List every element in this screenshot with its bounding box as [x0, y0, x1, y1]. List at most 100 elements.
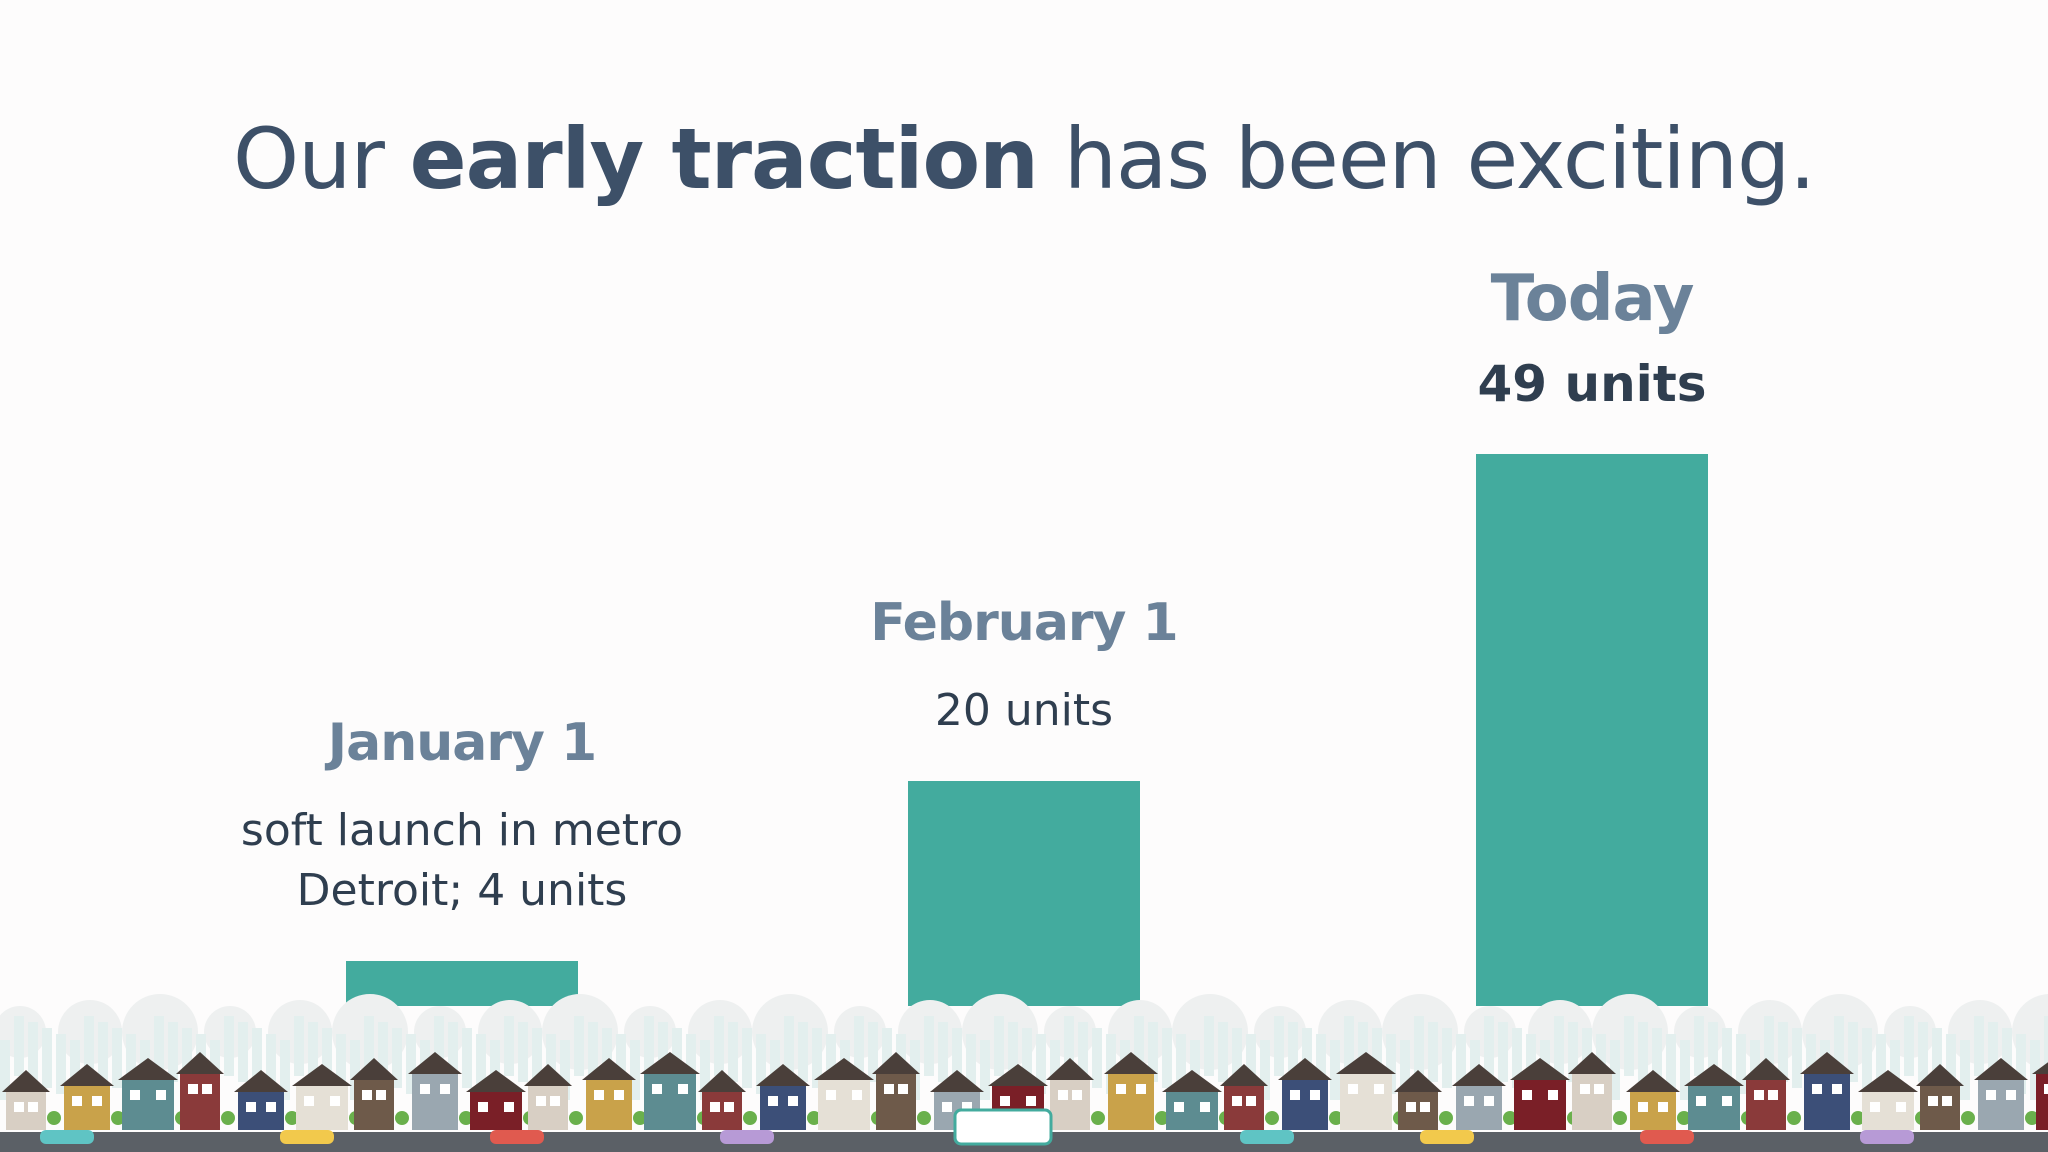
town-decoration — [756, 1034, 766, 1094]
town-decoration — [698, 1070, 746, 1092]
town-decoration — [1708, 1022, 1718, 1082]
town-decoration — [1800, 1052, 1854, 1074]
town-decoration — [1572, 1074, 1612, 1130]
town-decoration — [6, 1092, 46, 1130]
town-decoration — [122, 1080, 174, 1130]
town-decoration — [459, 1111, 473, 1125]
town-decoration — [364, 1016, 374, 1076]
bar-label: Today 49 units — [1362, 262, 1822, 414]
town-decoration — [188, 1084, 198, 1094]
town-decoration — [1522, 1090, 1532, 1100]
town-decoration — [466, 1070, 526, 1092]
town-decoration — [1512, 1028, 1522, 1088]
title-emphasis: early traction — [409, 110, 1039, 208]
category-label: January 1 — [327, 712, 597, 773]
town-decoration — [528, 1086, 568, 1130]
town-decoration — [280, 1040, 290, 1100]
town-decoration — [814, 1058, 874, 1080]
town-decoration — [238, 1022, 248, 1082]
town-decoration — [1414, 1016, 1424, 1076]
town-decoration — [1282, 1080, 1328, 1130]
town-decoration — [154, 1016, 164, 1076]
town-decoration — [168, 1022, 178, 1082]
town-decoration — [1050, 1080, 1090, 1130]
town-decoration — [1176, 1034, 1186, 1094]
town-decoration — [953, 1108, 1053, 1146]
town-decoration — [1870, 1102, 1880, 1112]
town-decoration — [784, 1016, 794, 1076]
town-decoration — [1240, 1130, 1294, 1144]
town-decoration — [1288, 1022, 1298, 1082]
town-decoration — [1916, 1064, 1964, 1086]
town-decoration — [448, 1022, 458, 1082]
town-decoration — [14, 1102, 24, 1112]
town-decoration — [490, 1130, 544, 1144]
town-decoration — [1988, 1022, 1998, 1082]
town-decoration — [536, 1096, 546, 1106]
town-illustration — [0, 994, 2048, 1152]
town-decoration — [2, 1070, 50, 1092]
town-decoration — [1568, 1052, 1616, 1074]
town-decoration — [768, 1096, 778, 1106]
town-decoration — [1246, 1034, 1256, 1094]
town-decoration — [884, 1084, 894, 1094]
town-decoration — [1626, 1070, 1680, 1092]
town-decoration — [644, 1074, 696, 1130]
town-decoration — [1260, 1040, 1270, 1100]
town-decoration — [266, 1034, 276, 1094]
town-decoration — [330, 1096, 340, 1106]
town-decoration — [574, 1016, 584, 1076]
town-decoration — [1316, 1034, 1326, 1094]
town-decoration — [1456, 1086, 1502, 1130]
town-decoration — [1778, 1022, 1788, 1082]
town-decoration — [1072, 1090, 1082, 1100]
town-decoration — [898, 1084, 908, 1094]
town-decoration — [1896, 1102, 1906, 1112]
town-decoration — [1974, 1058, 2028, 1080]
town-decoration — [1694, 1016, 1704, 1076]
town-decoration — [70, 1040, 80, 1100]
town-decoration — [2016, 1034, 2026, 1094]
town-decoration — [1406, 1102, 1416, 1112]
town-decoration — [1302, 1028, 1312, 1088]
town-decoration — [130, 1090, 140, 1100]
category-label: February 1 — [870, 592, 1178, 653]
town-decoration — [1394, 1070, 1442, 1092]
town-decoration — [1510, 1058, 1570, 1080]
town-decoration — [756, 1064, 810, 1086]
town-decoration — [1806, 1034, 1816, 1094]
town-decoration — [1946, 1034, 1956, 1094]
town-decoration — [854, 1016, 864, 1076]
town-decoration — [350, 1040, 360, 1100]
town-decoration — [1858, 1070, 1918, 1092]
town-decoration — [728, 1022, 738, 1082]
town-decoration — [362, 1090, 372, 1100]
town-decoration — [1736, 1034, 1746, 1094]
town-decoration — [350, 1058, 398, 1080]
town-decoration — [1904, 1016, 1914, 1076]
town-decoration — [1742, 1058, 1790, 1080]
town-decoration — [1503, 1111, 1517, 1125]
town-decoration — [988, 1064, 1048, 1086]
town-decoration — [354, 1080, 394, 1130]
town-decoration — [586, 1080, 632, 1130]
town-decoration — [1330, 1040, 1340, 1100]
town-decoration — [826, 1034, 836, 1094]
town-decoration — [1134, 1016, 1144, 1076]
town-decoration — [1526, 1034, 1536, 1094]
town-decoration — [1220, 1064, 1268, 1086]
town-decoration — [1340, 1074, 1392, 1130]
town-decoration — [614, 1090, 624, 1100]
town-decoration — [770, 1040, 780, 1100]
town-decoration — [582, 1058, 636, 1080]
town-decoration — [1876, 1034, 1886, 1094]
town-decoration — [1484, 1096, 1494, 1106]
town-decoration — [1848, 1022, 1858, 1082]
town-decoration — [1666, 1034, 1676, 1094]
town-decoration — [852, 1090, 862, 1100]
value-label: soft launch in metro Detroit; 4 units — [240, 804, 684, 916]
town-decoration — [980, 1040, 990, 1100]
town-decoration — [1452, 1064, 1506, 1086]
town-decoration — [476, 1034, 486, 1094]
